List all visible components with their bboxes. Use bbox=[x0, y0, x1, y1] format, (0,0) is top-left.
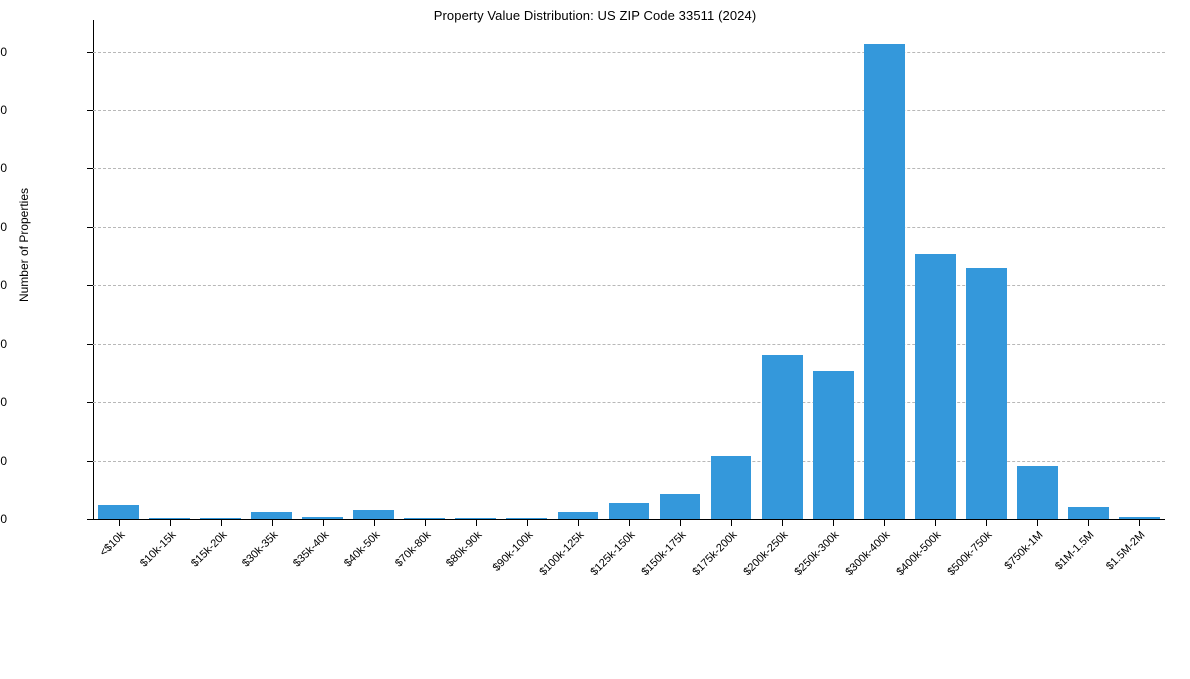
x-tick-mark bbox=[680, 520, 682, 526]
x-tick-mark bbox=[373, 520, 375, 526]
bar-slot bbox=[655, 20, 706, 519]
bar-slot bbox=[961, 20, 1012, 519]
chart-figure: Property Value Distribution: US ZIP Code… bbox=[0, 8, 1165, 579]
y-tick-mark bbox=[87, 109, 93, 111]
bar-slot bbox=[195, 20, 246, 519]
x-tick-mark bbox=[884, 520, 886, 526]
x-tick-mark bbox=[271, 520, 273, 526]
bar[interactable] bbox=[404, 517, 446, 519]
bar[interactable] bbox=[353, 509, 395, 519]
bar-slot bbox=[706, 20, 757, 519]
bar[interactable] bbox=[812, 370, 854, 519]
bar-slot bbox=[1063, 20, 1114, 519]
bar[interactable] bbox=[506, 517, 548, 519]
x-tick-mark bbox=[629, 520, 630, 526]
x-tick-mark bbox=[424, 520, 426, 526]
bar-slot bbox=[450, 20, 501, 519]
bar[interactable] bbox=[98, 504, 139, 519]
bar-slot bbox=[399, 20, 450, 519]
bar[interactable] bbox=[863, 43, 905, 519]
chart-title: Property Value Distribution: US ZIP Code… bbox=[433, 8, 757, 23]
bar[interactable] bbox=[1016, 465, 1058, 519]
y-axis-label: Number of Properties bbox=[17, 187, 31, 303]
y-tick-mark bbox=[87, 168, 93, 170]
y-tick-label: 3,000 bbox=[0, 161, 7, 176]
x-tick-mark bbox=[169, 520, 171, 526]
y-tick-label: 2,000 bbox=[0, 278, 7, 293]
bar[interactable] bbox=[965, 267, 1007, 519]
bar[interactable] bbox=[302, 516, 344, 519]
x-tick-mark bbox=[526, 520, 528, 526]
plot-area bbox=[93, 20, 1165, 519]
bar-slot bbox=[910, 20, 961, 519]
bar[interactable] bbox=[608, 502, 650, 519]
bar-slot bbox=[246, 20, 297, 519]
bar-slot bbox=[1012, 20, 1063, 519]
bar[interactable] bbox=[659, 493, 701, 519]
y-tick-mark bbox=[87, 343, 93, 345]
x-tick-mark bbox=[1088, 520, 1090, 526]
y-tick-mark bbox=[87, 402, 93, 404]
bar-slot bbox=[808, 20, 859, 519]
x-tick-mark bbox=[986, 520, 988, 526]
bar[interactable] bbox=[710, 456, 752, 519]
bar[interactable] bbox=[914, 253, 956, 519]
bar-slot bbox=[757, 20, 808, 519]
y-tick-label: 1,500 bbox=[0, 336, 7, 351]
y-tick-label: 2,500 bbox=[0, 219, 7, 234]
y-tick-mark bbox=[87, 460, 93, 462]
bar-slot bbox=[297, 20, 348, 519]
bar[interactable] bbox=[1119, 517, 1160, 519]
bar[interactable] bbox=[761, 355, 803, 519]
y-tick-mark bbox=[87, 519, 93, 520]
y-tick-label: 4,000 bbox=[0, 44, 7, 59]
y-tick-label: 3,500 bbox=[0, 102, 7, 117]
x-axis-line bbox=[93, 519, 1165, 520]
x-tick-mark bbox=[731, 520, 733, 526]
bar[interactable] bbox=[200, 517, 242, 519]
x-tick-mark bbox=[220, 520, 222, 526]
x-tick-mark bbox=[782, 520, 784, 526]
bar-slot bbox=[603, 20, 654, 519]
y-tick-label: 500 bbox=[0, 453, 7, 468]
x-tick-mark bbox=[833, 520, 835, 526]
bar-slot bbox=[859, 20, 910, 519]
x-tick-mark bbox=[118, 520, 120, 526]
x-tick-mark bbox=[577, 520, 579, 526]
y-tick-label: 0 bbox=[0, 512, 7, 526]
bar-slot bbox=[348, 20, 399, 519]
x-tick-mark bbox=[1139, 520, 1141, 526]
bar-slot bbox=[93, 20, 144, 519]
x-tick-mark bbox=[475, 520, 477, 526]
bar-series bbox=[93, 20, 1165, 519]
bar-slot bbox=[144, 20, 195, 519]
bar[interactable] bbox=[557, 512, 599, 519]
y-tick-mark bbox=[87, 226, 93, 228]
bar-slot bbox=[1114, 20, 1165, 519]
bar[interactable] bbox=[455, 517, 497, 519]
y-axis-line bbox=[93, 20, 94, 520]
bar[interactable] bbox=[1067, 506, 1109, 519]
x-tick-mark bbox=[322, 520, 324, 526]
bar[interactable] bbox=[149, 517, 190, 519]
y-tick-mark bbox=[87, 285, 93, 287]
y-tick-label: 1,000 bbox=[0, 395, 7, 410]
bar-slot bbox=[501, 20, 552, 519]
bar[interactable] bbox=[251, 511, 293, 519]
bar-slot bbox=[552, 20, 603, 519]
y-tick-mark bbox=[87, 51, 93, 53]
x-tick-mark bbox=[935, 520, 937, 526]
x-tick-mark bbox=[1037, 520, 1039, 526]
